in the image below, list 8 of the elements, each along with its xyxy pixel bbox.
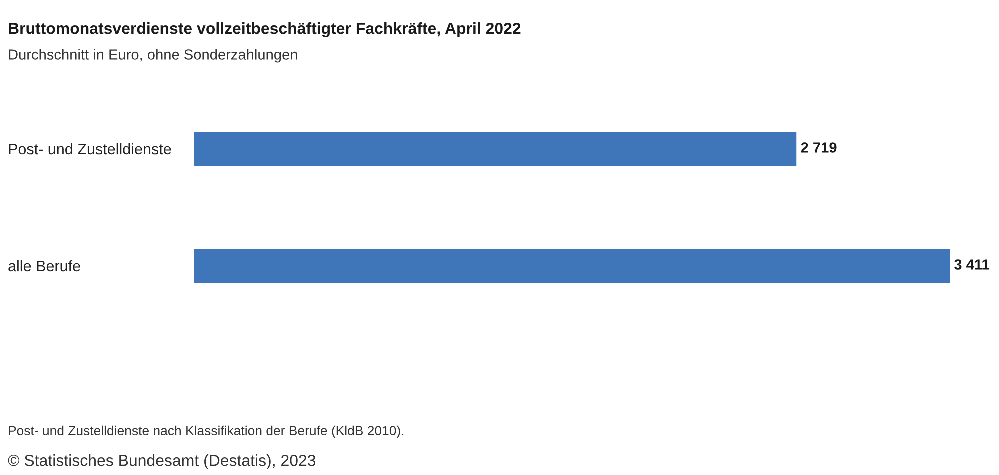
chart-subtitle: Durchschnitt in Euro, ohne Sonderzahlungen xyxy=(9,49,298,63)
text: © Statistisches Bundesamt (Destatis), 2023 xyxy=(8,454,316,470)
data-label: 2 719 xyxy=(801,142,837,153)
y-tick-label: Post- und Zustelldienste xyxy=(9,143,172,155)
data-label: 3 411 xyxy=(954,260,990,270)
text: Post- und Zustelldienste nach Klassifikation der Berufe (KldB 2010). xyxy=(9,426,404,438)
y-tick-label: alle Berufe xyxy=(8,260,80,272)
chart-title: Bruttomonatsverdienste vollzeitbeschäftigter Fachkräfte, April 2022 xyxy=(9,22,521,38)
